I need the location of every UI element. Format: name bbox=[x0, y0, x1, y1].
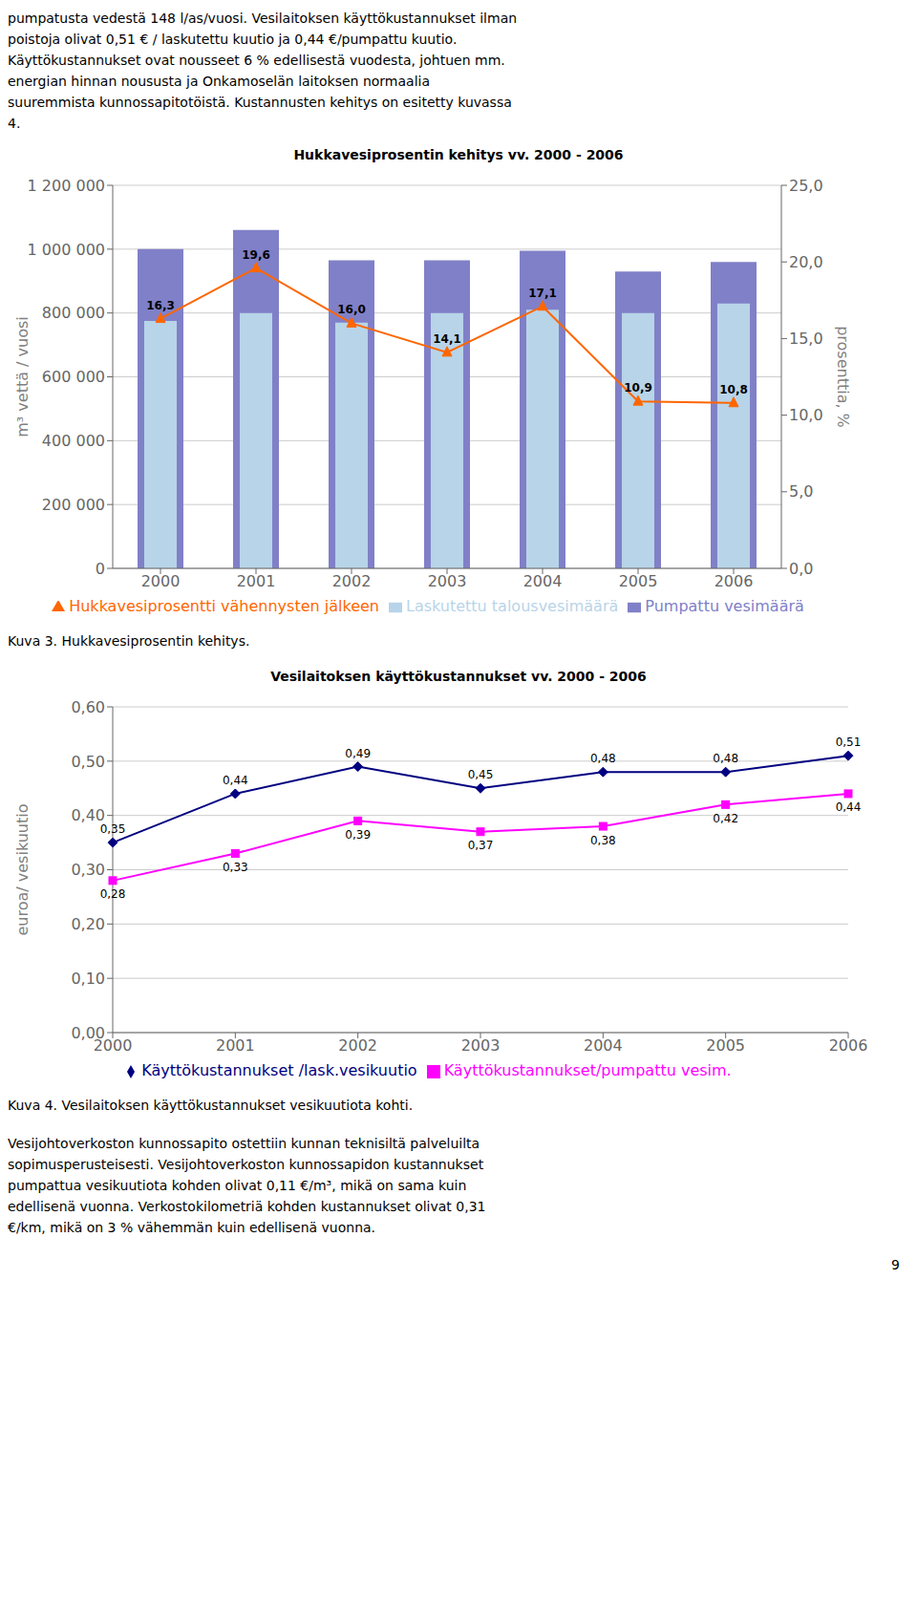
svg-text:euroa/ vesikuutio: euroa/ vesikuutio bbox=[13, 804, 32, 937]
svg-text:0: 0 bbox=[95, 559, 106, 578]
html-text:Kuva 3. Hukkavesiprosentin keh: Kuva 3. Hukkavesiprosentin kehitys. bbox=[7, 633, 250, 649]
svg-text:20,0: 20,0 bbox=[789, 253, 824, 272]
svg-text:2002: 2002 bbox=[338, 1036, 378, 1055]
svg-text:0,44: 0,44 bbox=[835, 800, 862, 814]
svg-text:0,40: 0,40 bbox=[71, 806, 106, 825]
svg-text:0,38: 0,38 bbox=[590, 833, 617, 848]
html-text:Laskutettu talousvesimäärä: Laskutettu talousvesimäärä bbox=[405, 597, 619, 616]
svg-text:0,10: 0,10 bbox=[70, 969, 106, 988]
svg-text:0,39: 0,39 bbox=[344, 828, 371, 842]
svg-text:0,51: 0,51 bbox=[835, 735, 862, 749]
html-text:Kuva 4. Vesilaitoksen käyttöku: Kuva 4. Vesilaitoksen käyttökustannukset… bbox=[7, 1097, 413, 1113]
svg-text:10,9: 10,9 bbox=[623, 381, 653, 395]
svg-text:0,48: 0,48 bbox=[712, 751, 739, 766]
svg-text:1 200 000: 1 200 000 bbox=[27, 176, 106, 195]
svg-text:0,42: 0,42 bbox=[712, 811, 739, 826]
svg-text:m³ vettä / vuosi: m³ vettä / vuosi bbox=[13, 316, 32, 438]
svg-text:0,60: 0,60 bbox=[70, 698, 106, 717]
html-text:poistoja olivat 0,51 € / lasku: poistoja olivat 0,51 € / laskutettu kuut… bbox=[7, 31, 457, 47]
svg-text:25,0: 25,0 bbox=[789, 176, 824, 195]
html-text:Käyttökustannukset/pumpattu ve: Käyttökustannukset/pumpattu vesim. bbox=[443, 1061, 732, 1080]
html-text:€/km, mikä on 3 % vähemmän kui: €/km, mikä on 3 % vähemmän kuin edellise… bbox=[7, 1219, 376, 1236]
svg-text:0,0: 0,0 bbox=[789, 559, 813, 578]
svg-text:10,8: 10,8 bbox=[719, 383, 748, 397]
svg-text:10,0: 10,0 bbox=[789, 405, 824, 425]
svg-text:2006: 2006 bbox=[829, 1036, 868, 1055]
html-text:Vesilaitoksen käyttökustannuks: Vesilaitoksen käyttökustannukset vv. 200… bbox=[270, 668, 647, 684]
html-text:9: 9 bbox=[891, 1257, 900, 1273]
html-text:Hukkavesiprosentin kehitys vv.: Hukkavesiprosentin kehitys vv. 2000 - 20… bbox=[293, 147, 624, 163]
svg-text:0,30: 0,30 bbox=[70, 860, 106, 879]
svg-text:1 000 000: 1 000 000 bbox=[27, 240, 106, 259]
svg-text:600 000: 600 000 bbox=[42, 367, 106, 386]
html-text:edellisenä vuonna. Verkostokil: edellisenä vuonna. Verkostokilometriä ko… bbox=[7, 1198, 486, 1215]
html-text:sopimusperusteisesti. Vesijoht: sopimusperusteisesti. Vesijohtoverkoston… bbox=[7, 1156, 484, 1173]
svg-text:14,1: 14,1 bbox=[432, 332, 462, 346]
svg-text:800 000: 800 000 bbox=[42, 303, 106, 322]
svg-text:15,0: 15,0 bbox=[789, 329, 824, 348]
html-text:Käyttökustannukset /lask.vesik: Käyttökustannukset /lask.vesikuutio bbox=[141, 1061, 418, 1080]
html-text:Hukkavesiprosentti vähennysten: Hukkavesiprosentti vähennysten jälkeen bbox=[68, 597, 380, 616]
html-text:Vesijohtoverkoston kunnossapit: Vesijohtoverkoston kunnossapito ostettii… bbox=[7, 1135, 480, 1152]
svg-text:2003: 2003 bbox=[461, 1036, 501, 1055]
svg-text:0,37: 0,37 bbox=[468, 838, 494, 853]
svg-text:2000: 2000 bbox=[141, 572, 181, 591]
html-text:energian hinnan noususta ja On: energian hinnan noususta ja Onkamoselän … bbox=[7, 73, 430, 89]
svg-text:2002: 2002 bbox=[332, 572, 372, 591]
svg-text:400 000: 400 000 bbox=[42, 431, 106, 450]
svg-text:2000: 2000 bbox=[93, 1036, 133, 1055]
svg-text:0,35: 0,35 bbox=[100, 822, 127, 836]
svg-text:2005: 2005 bbox=[705, 1036, 746, 1055]
svg-text:2006: 2006 bbox=[714, 572, 754, 591]
svg-text:16,3: 16,3 bbox=[146, 298, 175, 313]
html-text:pumpattua vesikuutiota kohden: pumpattua vesikuutiota kohden olivat 0,1… bbox=[7, 1177, 467, 1194]
svg-text:0,33: 0,33 bbox=[222, 860, 249, 875]
svg-text:200 000: 200 000 bbox=[42, 495, 106, 514]
svg-text:0,48: 0,48 bbox=[590, 751, 617, 766]
svg-text:19,6: 19,6 bbox=[241, 248, 271, 262]
html-text:Käyttökustannukset ovat nousse: Käyttökustannukset ovat nousseet 6 % ede… bbox=[7, 52, 506, 68]
svg-text:5,0: 5,0 bbox=[789, 482, 813, 501]
svg-text:0,28: 0,28 bbox=[100, 887, 127, 901]
svg-text:2004: 2004 bbox=[583, 1036, 623, 1055]
html-text:suuremmista kunnossapitotöistä: suuremmista kunnossapitotöistä. Kustannu… bbox=[7, 94, 512, 110]
html-text:pumpatusta vedestä 148 l/as/vu: pumpatusta vedestä 148 l/as/vuosi. Vesil… bbox=[7, 10, 517, 26]
svg-text:prosenttia, %: prosenttia, % bbox=[833, 325, 853, 428]
svg-text:0,44: 0,44 bbox=[222, 773, 249, 788]
html-text:Pumpattu vesimäärä: Pumpattu vesimäärä bbox=[645, 597, 805, 616]
svg-text:2003: 2003 bbox=[427, 572, 468, 591]
svg-text:2005: 2005 bbox=[618, 572, 659, 591]
svg-text:0,45: 0,45 bbox=[468, 767, 494, 782]
svg-text:0,49: 0,49 bbox=[344, 746, 371, 761]
svg-text:16,0: 16,0 bbox=[337, 302, 366, 317]
svg-text:0,00: 0,00 bbox=[70, 1023, 106, 1043]
svg-text:2004: 2004 bbox=[523, 572, 563, 591]
html-text:4.: 4. bbox=[7, 115, 21, 131]
svg-text:2001: 2001 bbox=[236, 572, 277, 591]
svg-text:0,20: 0,20 bbox=[70, 915, 106, 934]
svg-text:0,50: 0,50 bbox=[70, 752, 106, 771]
svg-text:17,1: 17,1 bbox=[528, 286, 557, 300]
svg-text:2001: 2001 bbox=[215, 1036, 256, 1055]
